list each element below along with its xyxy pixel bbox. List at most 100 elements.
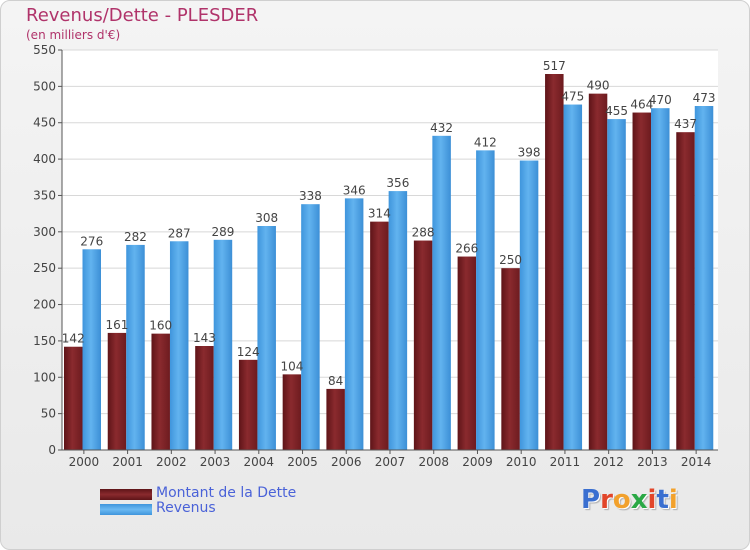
- x-tick-label-2007: 2007: [375, 455, 406, 469]
- data-label-debt-2006: 84: [328, 374, 343, 388]
- legend-label-revenue: Revenus: [156, 500, 216, 516]
- y-tick-label: 550: [33, 43, 56, 57]
- x-tick-label-2012: 2012: [593, 455, 624, 469]
- x-tick-label-2008: 2008: [418, 455, 449, 469]
- bar-revenue-2007: [388, 191, 408, 450]
- logo-letter: i: [668, 485, 678, 515]
- y-tick-label: 300: [33, 225, 56, 239]
- y-tick-label: 500: [33, 79, 56, 93]
- bar-debt-2010: [501, 268, 520, 450]
- x-tick-label-2009: 2009: [462, 455, 493, 469]
- data-label-revenue-2004: 308: [255, 211, 278, 225]
- y-tick-label: 250: [33, 261, 56, 275]
- data-label-debt-2000: 142: [62, 332, 85, 346]
- chart-title: Revenus/Dette - PLESDER: [26, 5, 259, 26]
- legend-swatch-debt: [100, 489, 152, 500]
- x-tick-label-2010: 2010: [506, 455, 537, 469]
- bar-debt-2009: [457, 256, 477, 450]
- x-tick-label-2000: 2000: [69, 455, 100, 469]
- data-label-debt-2011: 517: [543, 59, 566, 73]
- data-label-debt-2008: 288: [412, 226, 435, 240]
- data-label-revenue-2006: 346: [343, 183, 366, 197]
- data-label-revenue-2008: 432: [430, 121, 453, 135]
- x-tick-label-2004: 2004: [244, 455, 275, 469]
- y-tick-label: 150: [33, 334, 56, 348]
- data-label-revenue-2012: 455: [605, 104, 628, 118]
- data-label-revenue-2000: 276: [80, 234, 103, 248]
- data-label-debt-2013: 464: [630, 98, 653, 112]
- bar-debt-2014: [676, 132, 695, 450]
- x-tick-label-2011: 2011: [550, 455, 581, 469]
- bar-debt-2008: [413, 240, 433, 450]
- data-label-revenue-2014: 473: [693, 91, 716, 105]
- data-label-revenue-2003: 289: [211, 225, 234, 239]
- legend-label-debt: Montant de la Dette: [156, 485, 297, 501]
- data-label-debt-2007: 314: [368, 207, 391, 221]
- bar-revenue-2014: [694, 106, 714, 450]
- x-tick-label-2002: 2002: [156, 455, 187, 469]
- bar-revenue-2002: [169, 241, 189, 450]
- data-label-debt-2004: 124: [237, 345, 260, 359]
- bar-debt-2007: [370, 221, 389, 450]
- bar-debt-2011: [545, 74, 564, 450]
- data-label-debt-2014: 437: [674, 117, 697, 131]
- data-label-revenue-2013: 470: [649, 93, 672, 107]
- bar-revenue-2003: [213, 239, 233, 450]
- bar-debt-2003: [195, 346, 214, 450]
- data-label-debt-2009: 266: [455, 242, 478, 256]
- data-label-debt-2003: 143: [193, 331, 216, 345]
- bar-debt-2000: [64, 346, 83, 450]
- data-label-debt-2012: 490: [587, 79, 610, 93]
- proxiti-logo: Proxiti: [581, 485, 678, 515]
- y-tick-label: 400: [33, 152, 56, 166]
- data-label-debt-2010: 250: [499, 253, 522, 267]
- data-label-revenue-2007: 356: [386, 176, 409, 190]
- logo-letter: P: [581, 485, 601, 515]
- logo-letter: t: [656, 485, 669, 515]
- logo-letter: x: [630, 485, 648, 515]
- y-tick-label: 200: [33, 298, 56, 312]
- data-label-debt-2001: 161: [106, 318, 129, 332]
- bar-revenue-2005: [301, 204, 320, 450]
- data-label-revenue-2002: 287: [168, 226, 191, 240]
- bar-debt-2013: [632, 112, 652, 450]
- logo-letter: r: [600, 485, 613, 515]
- bar-debt-2002: [151, 333, 170, 450]
- logo-letter: o: [612, 485, 631, 515]
- bar-debt-2005: [282, 374, 302, 450]
- data-label-debt-2005: 104: [280, 359, 303, 373]
- chart-subtitle: (en milliers d'€): [26, 28, 121, 42]
- bar-revenue-2001: [126, 244, 145, 450]
- bar-revenue-2013: [651, 108, 670, 450]
- data-label-revenue-2009: 412: [474, 135, 497, 149]
- bar-revenue-2008: [432, 135, 451, 450]
- data-label-revenue-2005: 338: [299, 189, 322, 203]
- bar-revenue-2000: [82, 249, 101, 450]
- data-label-debt-2002: 160: [149, 319, 172, 333]
- y-tick-label: 350: [33, 188, 56, 202]
- x-tick-label-2005: 2005: [287, 455, 318, 469]
- bar-revenue-2012: [607, 119, 626, 450]
- x-tick-label-2013: 2013: [637, 455, 668, 469]
- bar-debt-2006: [326, 388, 345, 450]
- x-tick-label-2014: 2014: [681, 455, 712, 469]
- y-tick-label: 0: [48, 443, 56, 457]
- bar-revenue-2011: [563, 104, 583, 450]
- y-tick-label: 50: [41, 407, 56, 421]
- data-label-revenue-2010: 398: [518, 146, 541, 160]
- bar-revenue-2009: [476, 150, 495, 450]
- x-tick-label-2006: 2006: [331, 455, 362, 469]
- data-label-revenue-2011: 475: [561, 90, 584, 104]
- bar-debt-2001: [107, 332, 127, 450]
- y-tick-label: 450: [33, 116, 56, 130]
- bar-revenue-2010: [519, 160, 539, 450]
- data-label-revenue-2001: 282: [124, 230, 147, 244]
- bar-revenue-2006: [344, 198, 364, 450]
- x-tick-label-2001: 2001: [112, 455, 143, 469]
- bar-debt-2004: [238, 359, 258, 450]
- bar-revenue-2004: [257, 226, 276, 450]
- logo-letter: i: [647, 485, 657, 515]
- y-tick-label: 100: [33, 370, 56, 384]
- bar-debt-2012: [588, 93, 608, 451]
